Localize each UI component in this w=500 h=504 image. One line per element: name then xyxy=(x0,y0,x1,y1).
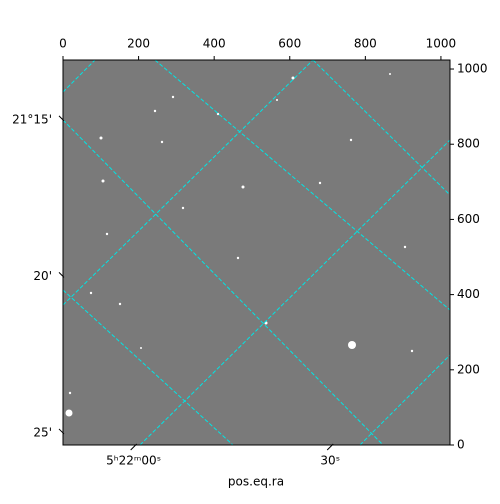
x-axis-label: pos.eq.ra xyxy=(228,475,284,489)
plot-frame xyxy=(62,59,451,446)
x-tick-label: 600 xyxy=(278,37,301,51)
x-tick-label: 0 xyxy=(59,37,67,51)
x-tick-label: 1000 xyxy=(426,37,457,51)
dec-tick xyxy=(58,428,65,435)
y-tick-label: 200 xyxy=(457,362,480,376)
dec-tick xyxy=(58,272,65,278)
y-tick-label: 0 xyxy=(457,438,465,452)
coordinate-grid xyxy=(62,59,451,446)
y-tick-label: 400 xyxy=(457,287,480,301)
stars xyxy=(65,73,414,417)
y-tick-label: 1000 xyxy=(457,62,488,76)
dec-tick-label: 21°15' xyxy=(12,112,52,126)
dec-tick-label: 25' xyxy=(33,425,52,439)
ra-tick xyxy=(130,443,138,451)
y-tick-label: 800 xyxy=(457,137,480,151)
x-tick-label: 400 xyxy=(203,37,226,51)
ra-tick-label: 5ʰ22ᵐ00ˢ xyxy=(106,454,161,468)
ra-tick-label: 30ˢ xyxy=(320,454,340,468)
ra-tick xyxy=(326,443,334,451)
x-tick-label: 800 xyxy=(354,37,377,51)
dec-tick xyxy=(58,115,65,122)
dec-tick-label: 20' xyxy=(33,269,52,283)
x-tick-label: 200 xyxy=(127,37,150,51)
y-tick-label: 600 xyxy=(457,212,480,226)
sky-image xyxy=(63,60,450,445)
